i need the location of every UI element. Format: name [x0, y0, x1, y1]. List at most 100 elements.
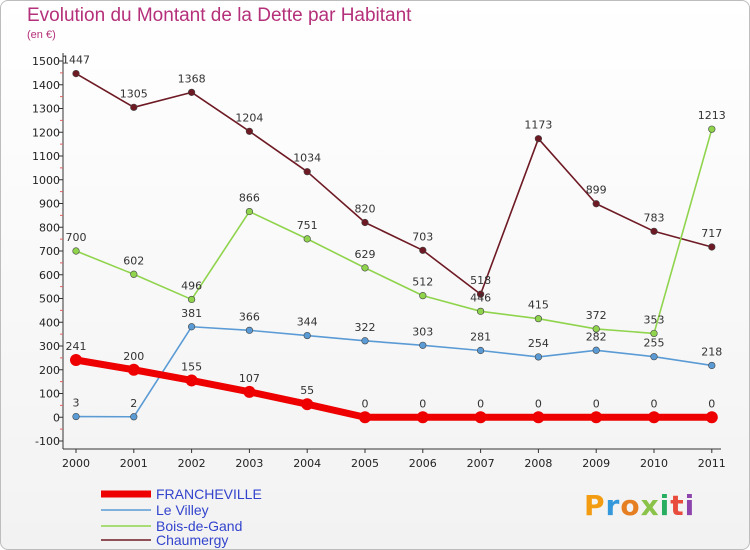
- data-point: [188, 295, 196, 304]
- series-line-bois-de-gand: [75, 128, 713, 335]
- data-label: 0: [419, 397, 426, 410]
- data-label: 0: [535, 397, 542, 410]
- y-tick-label: 200: [39, 364, 60, 377]
- data-point: [477, 307, 485, 315]
- data-label: 281: [470, 331, 491, 344]
- data-point: [361, 337, 369, 345]
- y-tick-label: 500: [39, 293, 60, 306]
- data-point: [361, 218, 369, 227]
- data-point: [477, 290, 485, 298]
- data-label: 353: [644, 313, 665, 326]
- data-label: 602: [123, 254, 144, 267]
- data-label: 446: [470, 291, 491, 304]
- x-tick-label: 2005: [351, 457, 379, 470]
- y-tick-label: 1500: [32, 55, 60, 68]
- data-label: 155: [181, 360, 202, 373]
- brand-logo: Proxiti: [584, 489, 695, 522]
- data-label: 1204: [235, 111, 263, 124]
- data-point: [532, 411, 545, 424]
- data-label: 55: [300, 384, 314, 397]
- y-tick-label: 100: [39, 388, 60, 401]
- y-tick-label: 0: [53, 411, 60, 424]
- data-label: 322: [355, 321, 376, 334]
- data-label: 107: [239, 372, 260, 385]
- data-label: 344: [297, 316, 318, 329]
- data-point: [650, 227, 658, 235]
- data-point: [301, 398, 314, 411]
- data-label: 1173: [524, 119, 552, 132]
- x-tick-label: 2008: [524, 457, 552, 470]
- data-point: [359, 411, 371, 424]
- brand-letter: t: [670, 489, 685, 522]
- data-label: 381: [181, 307, 202, 320]
- data-label: 415: [528, 299, 549, 312]
- legend-label: FRANCHEVILLE: [156, 486, 262, 502]
- data-point: [245, 127, 253, 135]
- data-point: [592, 200, 600, 208]
- data-point: [708, 125, 716, 133]
- data-label: 703: [412, 230, 433, 243]
- data-label: 629: [355, 248, 376, 261]
- data-point: [70, 354, 82, 367]
- data-point: [130, 103, 138, 111]
- data-label: 0: [593, 397, 600, 410]
- x-tick-label: 2002: [178, 457, 206, 470]
- y-tick-label: -100: [35, 435, 60, 448]
- data-point: [245, 326, 253, 334]
- data-point: [650, 329, 658, 338]
- data-label: 512: [412, 276, 433, 289]
- data-label: 200: [123, 350, 144, 363]
- data-point: [534, 353, 543, 361]
- data-label: 218: [701, 345, 722, 358]
- data-label: 366: [239, 310, 260, 323]
- data-point: [590, 411, 603, 424]
- y-tick-label: 1000: [32, 174, 60, 187]
- data-label: 0: [362, 397, 369, 410]
- data-label: 0: [651, 397, 658, 410]
- data-label: 1447: [62, 54, 90, 67]
- data-point: [419, 341, 427, 349]
- data-point: [474, 411, 487, 424]
- series-line-francheville: [75, 356, 712, 421]
- data-label: 1034: [293, 152, 321, 165]
- data-label: 1305: [120, 87, 148, 100]
- data-label: 254: [528, 337, 549, 350]
- data-point: [419, 246, 427, 254]
- x-tick-label: 2010: [640, 457, 668, 470]
- data-label: 372: [586, 309, 607, 322]
- data-label: 1213: [698, 109, 726, 122]
- data-point: [534, 315, 543, 323]
- brand-letter: r: [605, 489, 621, 522]
- data-point: [648, 411, 660, 424]
- chart-subtitle: (en €): [27, 29, 56, 41]
- y-tick-label: 1400: [32, 79, 60, 92]
- data-label: 899: [586, 184, 607, 197]
- legend-label: Bois-de-Gand: [156, 518, 242, 534]
- x-tick-label: 2003: [235, 457, 263, 470]
- y-tick-label: 1200: [32, 126, 60, 139]
- data-label: 820: [355, 203, 376, 216]
- legend-label: Le Villey: [156, 502, 209, 518]
- brand-letter: P: [584, 489, 606, 522]
- data-point: [130, 270, 138, 278]
- x-tick-label: 2000: [62, 457, 90, 470]
- brand-letter: o: [620, 489, 641, 522]
- y-tick-label: 1100: [32, 150, 60, 163]
- x-tick-label: 2007: [467, 457, 495, 470]
- data-label: 0: [708, 397, 715, 410]
- data-point: [361, 264, 369, 272]
- data-point: [72, 412, 80, 421]
- x-tick-label: 2001: [120, 457, 148, 470]
- data-label: 3: [73, 397, 80, 410]
- data-point: [650, 353, 658, 361]
- series-line-chaumergy: [75, 72, 713, 296]
- data-label: 518: [470, 274, 491, 287]
- brand-letter: i: [684, 489, 696, 522]
- y-tick-label: 700: [39, 245, 60, 258]
- x-tick-label: 2009: [582, 457, 610, 470]
- x-tick-label: 2004: [293, 457, 321, 470]
- y-tick-label: 300: [39, 340, 60, 353]
- data-label: 0: [477, 397, 484, 410]
